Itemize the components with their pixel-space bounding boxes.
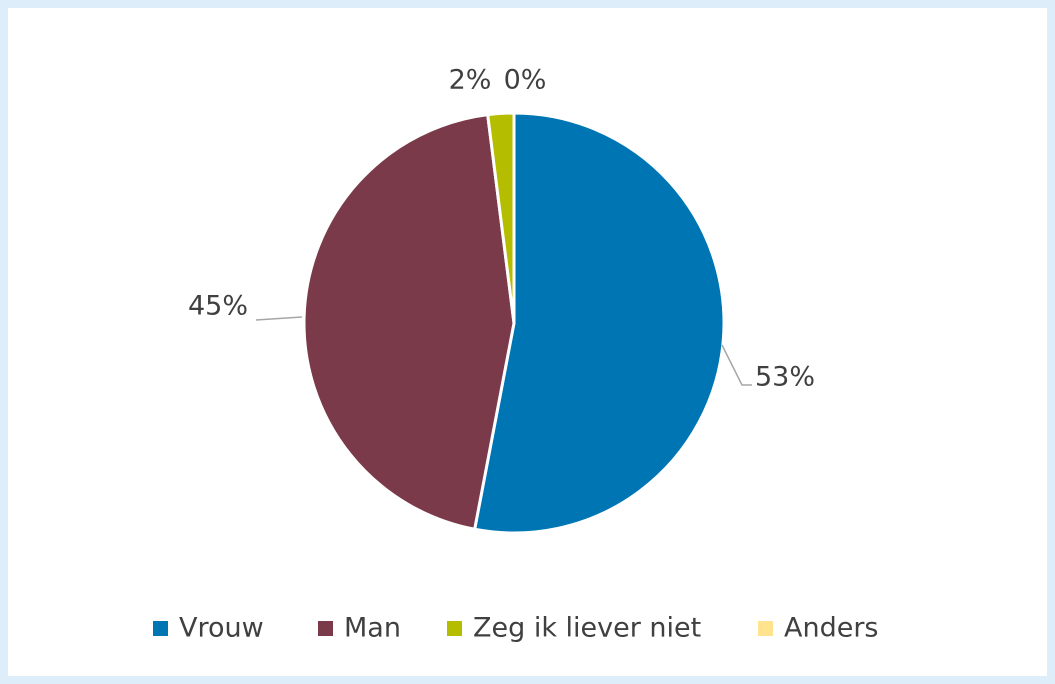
pie-slice bbox=[472, 111, 726, 535]
legend-label: Anders bbox=[784, 613, 879, 644]
legend-label: Man bbox=[344, 613, 401, 644]
data-label: 0% bbox=[504, 65, 547, 96]
leader-line bbox=[255, 316, 303, 321]
leader-line bbox=[721, 344, 752, 386]
legend-swatch bbox=[153, 621, 168, 636]
legend-label: Vrouw bbox=[179, 613, 264, 644]
pie-slice bbox=[302, 112, 516, 532]
data-label: 2% bbox=[449, 65, 492, 96]
legend-label: Zeg ik liever niet bbox=[473, 613, 701, 644]
data-label: 45% bbox=[188, 291, 248, 322]
legend-swatch bbox=[447, 621, 462, 636]
legend-swatch bbox=[318, 621, 333, 636]
legend-swatch bbox=[758, 621, 773, 636]
data-label: 53% bbox=[755, 362, 815, 393]
